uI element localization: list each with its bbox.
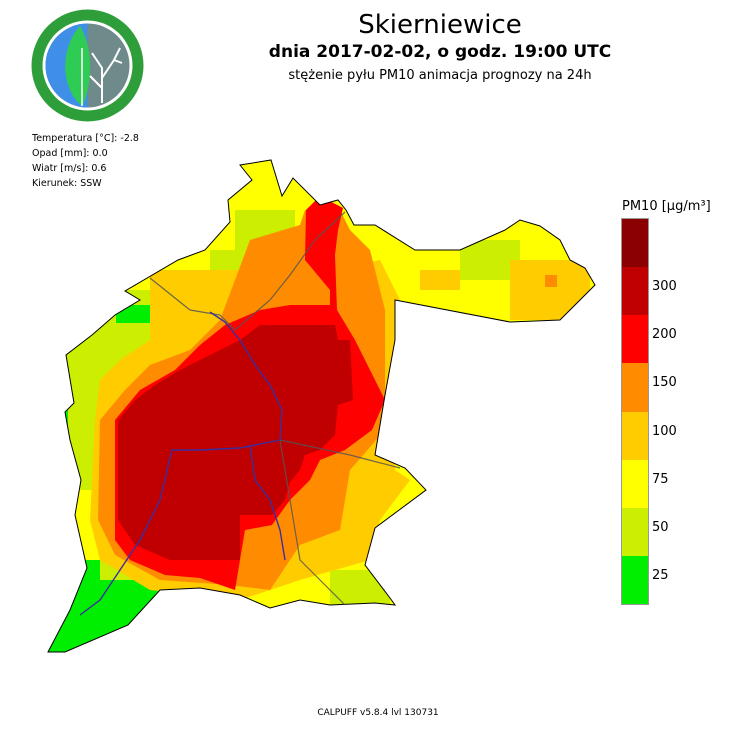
legend-swatch bbox=[622, 411, 648, 460]
wios-logo bbox=[31, 9, 144, 122]
legend-tick-label: 150 bbox=[652, 375, 677, 391]
legend-tick-label: 300 bbox=[652, 279, 677, 295]
legend-swatch bbox=[622, 267, 648, 316]
legend-tick-label: 200 bbox=[652, 327, 677, 343]
legend-swatch bbox=[622, 507, 648, 556]
page-title: Skierniewice bbox=[358, 10, 522, 40]
date-subtitle: dnia 2017-02-02, o godz. 19:00 UTC bbox=[268, 42, 612, 62]
legend-tick-label: 75 bbox=[652, 471, 669, 487]
direction-text: Kierunek: SSW bbox=[32, 178, 102, 189]
precipitation-text: Opad [mm]: 0.0 bbox=[32, 148, 108, 159]
wind-text: Wiatr [m/s]: 0.6 bbox=[32, 163, 107, 174]
legend-tick-label: 100 bbox=[652, 423, 677, 439]
legend-swatch bbox=[622, 219, 648, 268]
legend-tick-label: 25 bbox=[652, 567, 669, 583]
meteo-info: Temperatura [°C]: -2.8 Opad [mm]: 0.0 Wi… bbox=[32, 131, 139, 191]
legend-swatch bbox=[622, 315, 648, 364]
legend-colorbar bbox=[621, 218, 649, 605]
temperature-text: Temperatura [°C]: -2.8 bbox=[32, 133, 139, 144]
footer-text: CALPUFF v5.8.4 lvl 130731 bbox=[317, 708, 439, 718]
legend-swatch bbox=[622, 363, 648, 412]
legend-title: PM10 [μg/m³] bbox=[622, 199, 711, 214]
legend-tick-label: 50 bbox=[652, 519, 669, 535]
legend-swatch bbox=[622, 459, 648, 508]
description-subtitle: stężenie pyłu PM10 animacja prognozy na … bbox=[288, 68, 592, 83]
legend-swatch bbox=[622, 555, 648, 604]
